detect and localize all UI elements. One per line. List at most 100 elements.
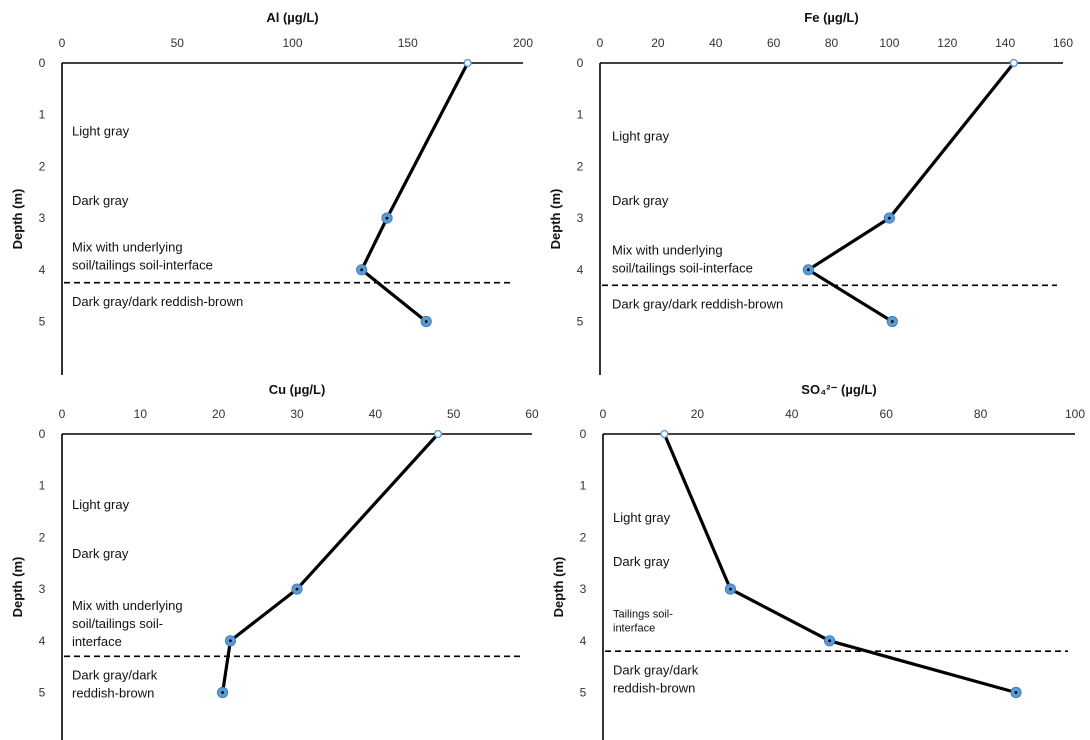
layer-annotation: Mix with underlying soil/tailings soil-in…: [72, 240, 213, 273]
y-tick-label: 0: [580, 427, 587, 441]
x-tick-label: 50: [447, 407, 461, 421]
data-point: [463, 58, 472, 68]
y-tick-label: 0: [39, 56, 46, 70]
data-point-center: [890, 320, 894, 323]
x-tick-label: 20: [691, 407, 705, 421]
data-point: [1009, 58, 1018, 68]
layer-annotation: Dark gray/dark reddish-brown: [72, 294, 243, 309]
x-tick-label: 0: [59, 407, 66, 421]
series-line: [662, 433, 1017, 695]
series-line: [806, 61, 1016, 323]
y-axis-label: Depth (m): [10, 557, 25, 618]
x-tick-label: 200: [513, 36, 533, 50]
layer-annotation: Dark gray: [613, 554, 670, 569]
layer-annotation: Mix with underlying soil/tailings soil-in…: [612, 242, 753, 275]
x-tick-label: 20: [651, 36, 665, 50]
y-tick-label: 2: [39, 530, 46, 544]
chart-panel-2: Fe (µg/L) Depth (m) 0 20 40 60 80 100 120 140 160 0…: [548, 10, 1073, 375]
y-tick-label: 0: [39, 427, 46, 441]
data-point: [660, 429, 669, 439]
data-point-center: [828, 639, 831, 643]
y-axis-label: Depth (m): [551, 557, 566, 618]
y-tick-label: 1: [39, 479, 46, 493]
x-tick-label: 120: [937, 36, 957, 50]
x-tick-label: 10: [134, 407, 148, 421]
data-point: [433, 429, 443, 439]
x-tick-label: 0: [59, 36, 66, 50]
y-axis-label: Depth (m): [548, 189, 563, 250]
data-point-center: [729, 587, 732, 591]
y-tick-label: 5: [577, 315, 584, 329]
layer-annotation: Tailings soil-interface: [613, 609, 673, 635]
x-tick-label: 60: [880, 407, 894, 421]
series-line: [360, 62, 470, 323]
layer-annotation: Light gray: [72, 497, 130, 512]
y-tick-label: 5: [39, 315, 46, 329]
y-tick-label: 2: [580, 530, 587, 544]
layer-annotation: Light gray: [613, 510, 671, 525]
x-tick-label: 100: [879, 36, 899, 50]
chart-title: Al (µg/L): [266, 10, 318, 25]
y-tick-label: 5: [580, 686, 587, 700]
y-tick-label: 1: [577, 108, 584, 122]
x-tick-label: 20: [212, 407, 226, 421]
layer-annotation: Light gray: [612, 129, 670, 144]
y-tick-label: 3: [39, 211, 46, 225]
y-tick-label: 2: [39, 159, 46, 173]
y-tick-label: 2: [577, 159, 584, 173]
chart-panel-1: Al (µg/L) Depth (m) 0 50 100 150 200 0 1 2 3 4 5 Ligh…: [10, 10, 533, 375]
y-tick-label: 4: [577, 263, 584, 277]
x-tick-label: 0: [600, 407, 607, 421]
data-point-center: [221, 691, 224, 694]
y-tick-label: 1: [39, 108, 46, 122]
chart-title: Fe (µg/L): [804, 10, 858, 25]
y-tick-label: 4: [580, 634, 587, 648]
layer-annotation: Mix with underlying soil/tailings soil-in…: [72, 598, 183, 649]
data-point-center: [887, 216, 891, 220]
y-tick-label: 4: [39, 263, 46, 277]
x-tick-label: 60: [767, 36, 781, 50]
x-tick-label: 40: [709, 36, 723, 50]
layer-annotation: Dark gray/dark reddish-brown: [72, 668, 158, 701]
y-tick-label: 3: [39, 582, 46, 596]
chart-panel-4: SO₄²⁻ (µg/L) Depth (m) 0 20 40 60 80 100 0 1 2 3 4 5 L…: [551, 382, 1085, 740]
x-tick-label: 40: [369, 407, 383, 421]
x-tick-label: 40: [785, 407, 799, 421]
y-tick-label: 0: [577, 56, 584, 70]
data-point-center: [360, 268, 364, 272]
series-line: [221, 432, 440, 693]
y-tick-label: 3: [580, 582, 587, 596]
x-tick-label: 140: [995, 36, 1015, 50]
x-tick-label: 30: [290, 407, 304, 421]
data-point-center: [295, 587, 299, 591]
y-axis-label: Depth (m): [10, 189, 25, 250]
y-tick-label: 3: [577, 211, 584, 225]
layer-annotation: Light gray: [72, 123, 130, 138]
chart-title: Cu (µg/L): [269, 382, 326, 397]
x-tick-label: 150: [398, 36, 418, 50]
data-point-center: [1014, 691, 1018, 694]
x-tick-label: 160: [1053, 36, 1073, 50]
x-tick-label: 80: [974, 407, 988, 421]
x-tick-label: 0: [597, 36, 604, 50]
data-point-center: [806, 268, 810, 272]
layer-annotation: Dark gray: [72, 193, 129, 208]
x-tick-label: 60: [525, 407, 539, 421]
data-point-center: [385, 216, 389, 220]
y-tick-label: 5: [39, 686, 46, 700]
chart-panel-3: Cu (µg/L) Depth (m) 0 10 20 30 40 50 60 0 1 2 3 4 5 Lig…: [10, 382, 539, 740]
layer-annotation: Dark gray: [612, 193, 669, 208]
y-tick-label: 4: [39, 634, 46, 648]
layer-annotation: Dark gray/dark reddish-brown: [612, 297, 783, 312]
x-tick-label: 100: [282, 36, 302, 50]
x-tick-label: 50: [171, 36, 185, 50]
data-point-center: [424, 320, 428, 323]
data-point-center: [229, 639, 232, 643]
x-tick-label: 80: [825, 36, 839, 50]
x-tick-label: 100: [1065, 407, 1085, 421]
layer-annotation: Dark gray: [72, 546, 129, 561]
y-tick-label: 1: [580, 479, 587, 493]
chart-title: SO₄²⁻ (µg/L): [801, 382, 876, 397]
layer-annotation: Dark gray/dark reddish-brown: [613, 662, 699, 695]
